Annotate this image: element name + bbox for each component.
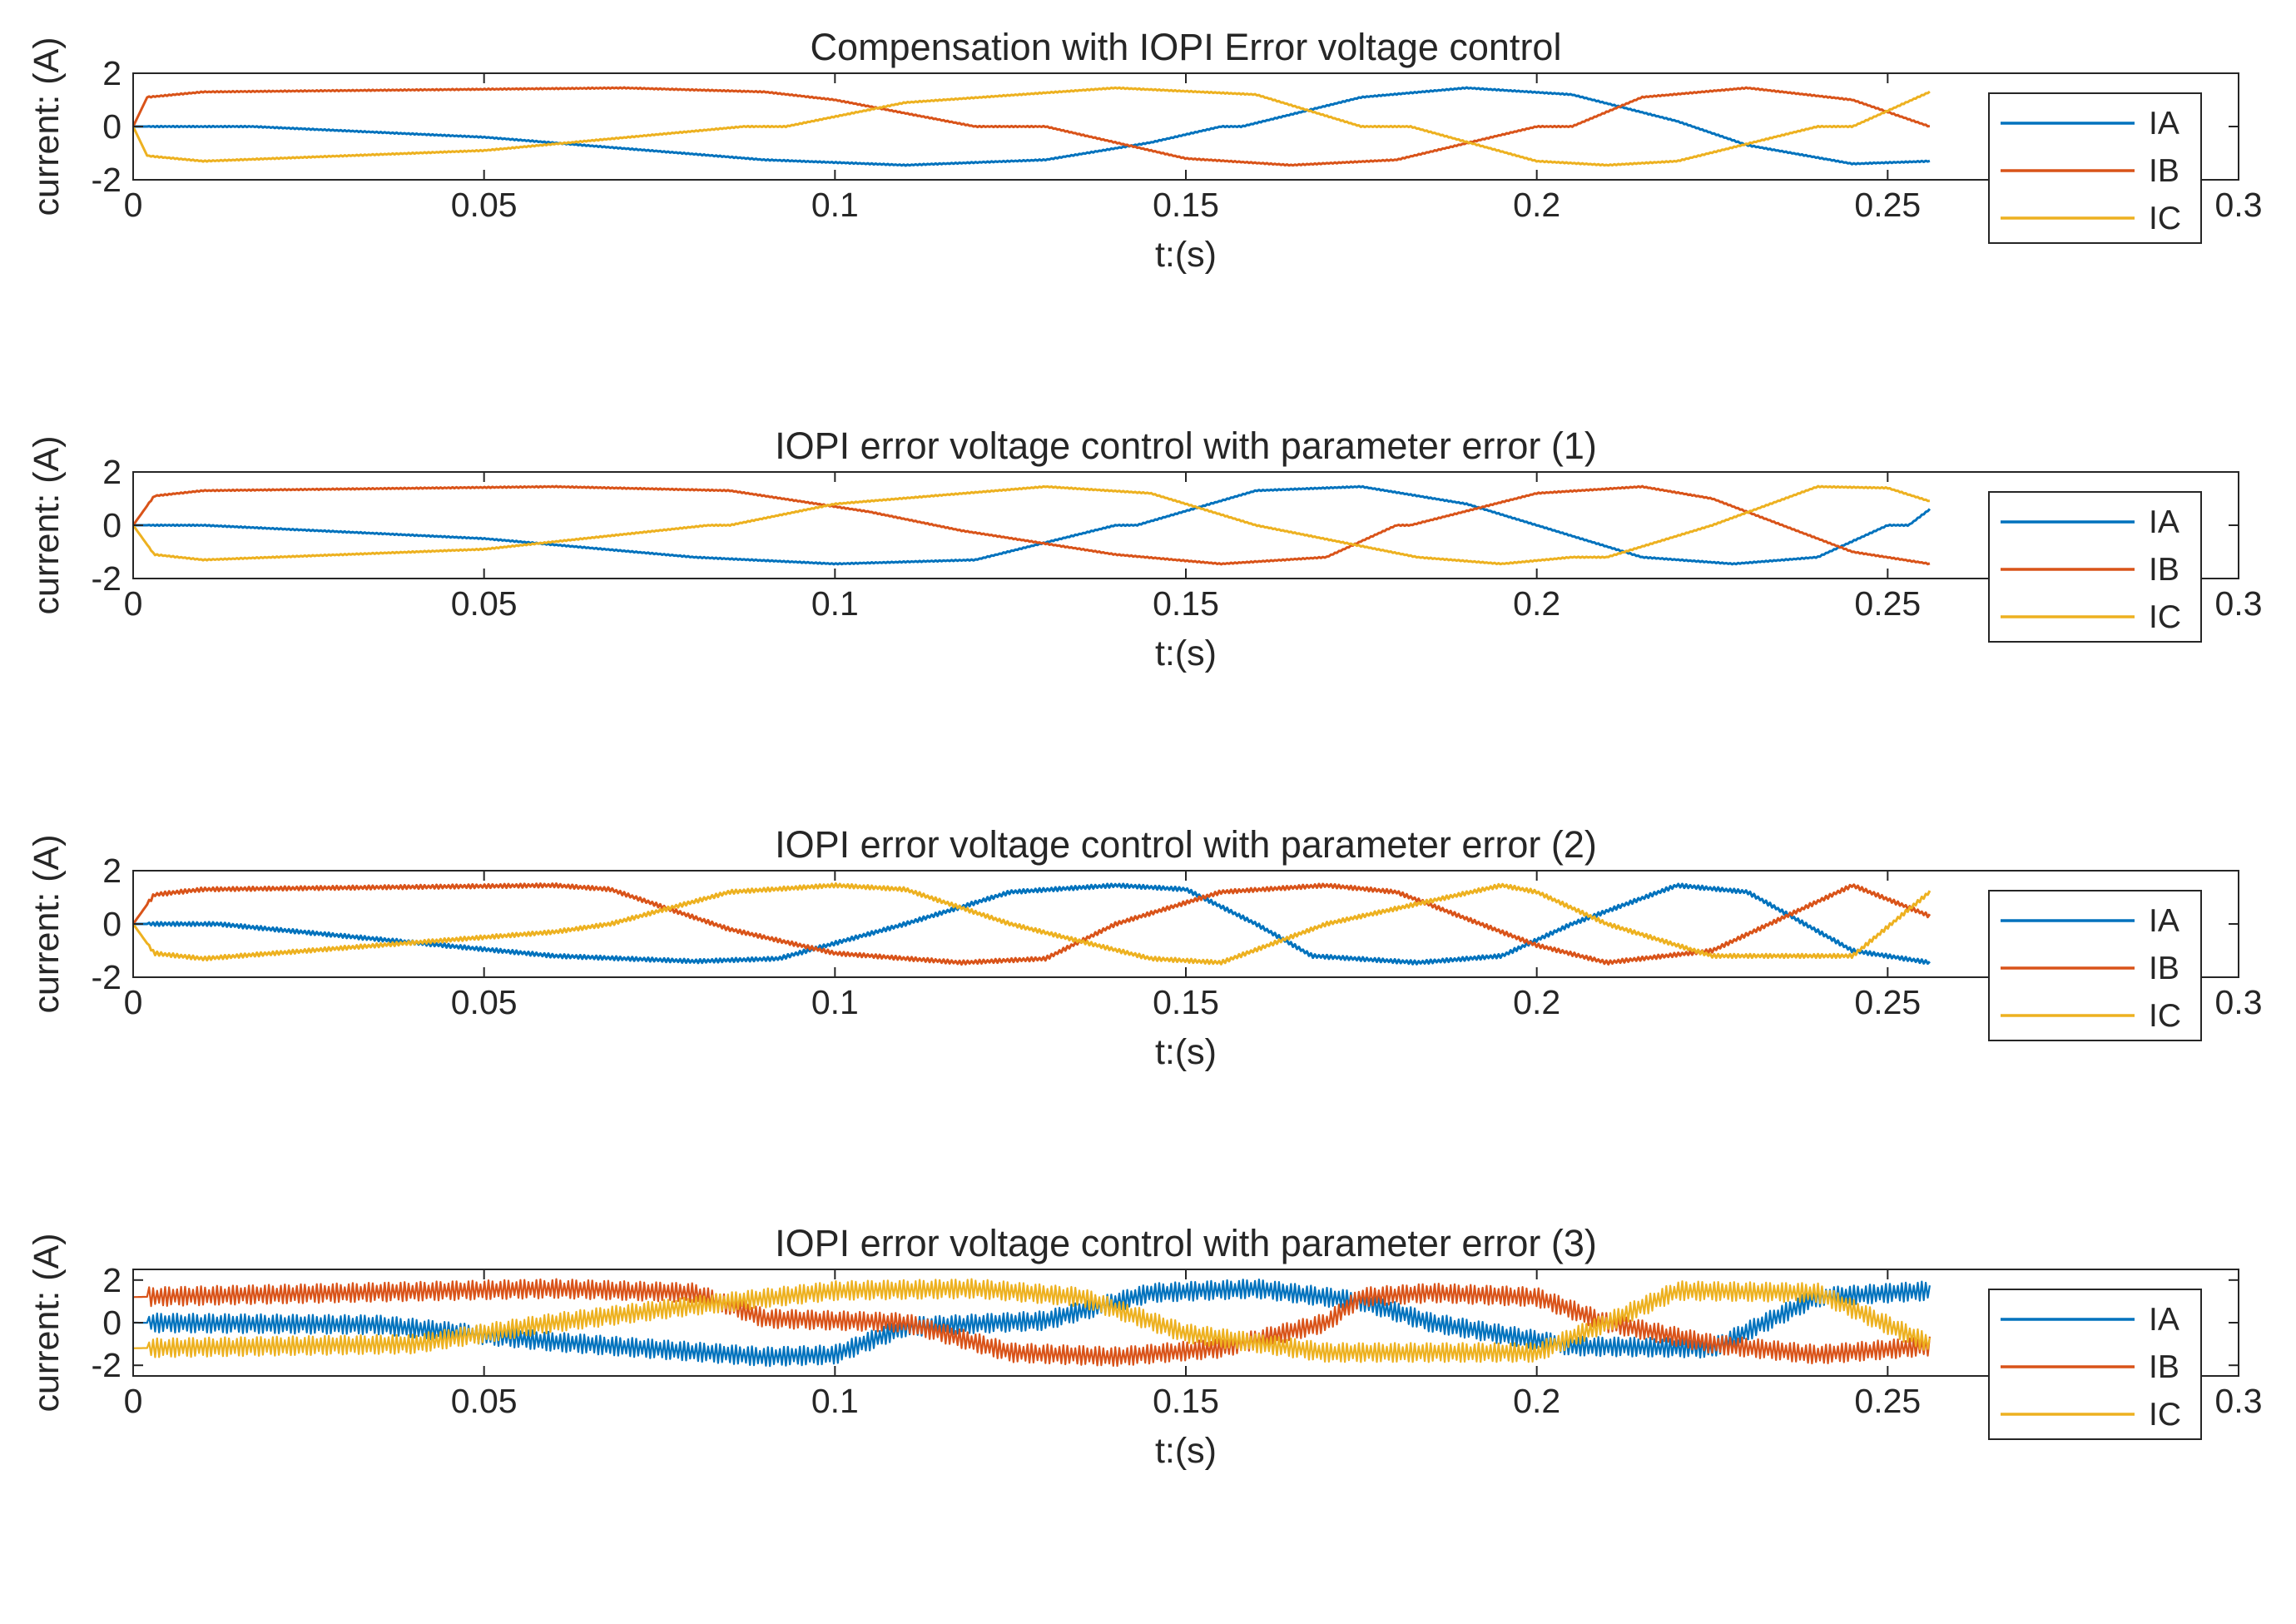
x-tick-label: 0.15 [1153,186,1219,224]
legend: IA IB IC [1988,491,2202,643]
x-axis-label: t:(s) [1155,235,1217,275]
y-tick-label: -2 [92,559,121,598]
subplot-3: IOPI error voltage control with paramete… [27,823,2263,1072]
x-tick-label: 0.1 [811,584,859,623]
series-line-IA [133,882,1931,966]
legend-label-IB: IB [2149,153,2179,189]
legend-label-IA: IA [2149,106,2179,142]
y-tick-label: -2 [92,1346,121,1384]
series-line-IA [133,86,1931,167]
legend-label-IA: IA [2149,504,2179,540]
x-tick-label: 0.2 [1513,1382,1560,1420]
x-tick-label: 0 [124,1382,143,1420]
y-tick-label: -2 [92,161,121,199]
subplot-2: IOPI error voltage control with paramete… [27,425,2263,673]
legend: IA IB IC [1988,92,2202,244]
series-line-IA [133,1279,1931,1368]
legend: IA IB IC [1988,890,2202,1041]
x-axis-label: t:(s) [1155,633,1217,673]
x-tick-label: 0.3 [2215,983,2263,1021]
y-tick-label: 0 [102,1304,121,1342]
y-axis-label: current: (A) [27,37,67,216]
x-tick-label: 0.15 [1153,1382,1219,1420]
y-axis-label: current: (A) [27,834,67,1013]
x-tick-label: 0 [124,584,143,623]
legend-label-IA: IA [2149,1302,2179,1338]
series-group [133,1278,1931,1368]
y-axis-label: current: (A) [27,1233,67,1412]
legend-label-IA: IA [2149,903,2179,939]
x-tick-label: 0.3 [2215,584,2263,623]
x-tick-label: 0.15 [1153,584,1219,623]
series-line-IC [133,86,1931,167]
x-tick-label: 0 [124,186,143,224]
plot-title: IOPI error voltage control with paramete… [775,425,1597,467]
series-line-IB [133,882,1932,966]
x-tick-label: 0.25 [1854,584,1921,623]
plot-title: Compensation with IOPI Error voltage con… [811,26,1562,68]
legend: IA IB IC [1988,1289,2202,1440]
x-tick-label: 0.15 [1153,983,1219,1021]
y-tick-label: -2 [92,958,121,996]
x-axis-label: t:(s) [1155,1032,1217,1072]
y-tick-label: 2 [102,852,121,890]
x-tick-label: 0 [124,983,143,1021]
y-tick-label: 0 [102,107,121,146]
legend-label-IC: IC [2149,599,2181,635]
subplot-4: IOPI error voltage control with paramete… [27,1222,2263,1471]
y-tick-label: 0 [102,905,121,943]
series-group [133,882,1932,966]
y-tick-label: 2 [102,54,121,92]
x-axis-label: t:(s) [1155,1431,1217,1471]
legend-label-IC: IC [2149,1397,2181,1433]
x-tick-label: 0.3 [2215,186,2263,224]
plot-title: IOPI error voltage control with paramete… [775,823,1597,866]
y-tick-label: 2 [102,1261,121,1299]
series-line-IC [133,882,1932,966]
x-tick-label: 0.3 [2215,1382,2263,1420]
legend-label-IB: IB [2149,552,2179,588]
plot-title: IOPI error voltage control with paramete… [775,1222,1597,1264]
x-tick-label: 0.25 [1854,186,1921,224]
y-tick-label: 2 [102,453,121,491]
x-tick-label: 0.25 [1854,1382,1921,1420]
series-line-IC [133,1278,1931,1363]
legend-label-IC: IC [2149,201,2181,236]
x-tick-label: 0.05 [451,983,518,1021]
y-axis-label: current: (A) [27,435,67,614]
legend-label-IB: IB [2149,951,2179,986]
series-line-IA [133,484,1932,566]
series-line-IC [133,484,1930,566]
series-line-IB [133,484,1931,566]
subplot-1: Compensation with IOPI Error voltage con… [27,26,2263,275]
series-group [133,86,1931,167]
x-tick-label: 0.1 [811,983,859,1021]
x-tick-label: 0.1 [811,186,859,224]
x-tick-label: 0.25 [1854,983,1921,1021]
x-tick-label: 0.1 [811,1382,859,1420]
x-tick-label: 0.05 [451,584,518,623]
x-tick-label: 0.2 [1513,983,1560,1021]
series-group [133,484,1932,566]
x-tick-label: 0.2 [1513,186,1560,224]
x-tick-label: 0.2 [1513,584,1560,623]
y-tick-label: 0 [102,506,121,544]
series-line-IB [133,86,1931,167]
legend-label-IC: IC [2149,998,2181,1034]
series-line-IB [133,1278,1931,1368]
legend-label-IB: IB [2149,1349,2179,1385]
x-tick-label: 0.05 [451,186,518,224]
x-tick-label: 0.05 [451,1382,518,1420]
